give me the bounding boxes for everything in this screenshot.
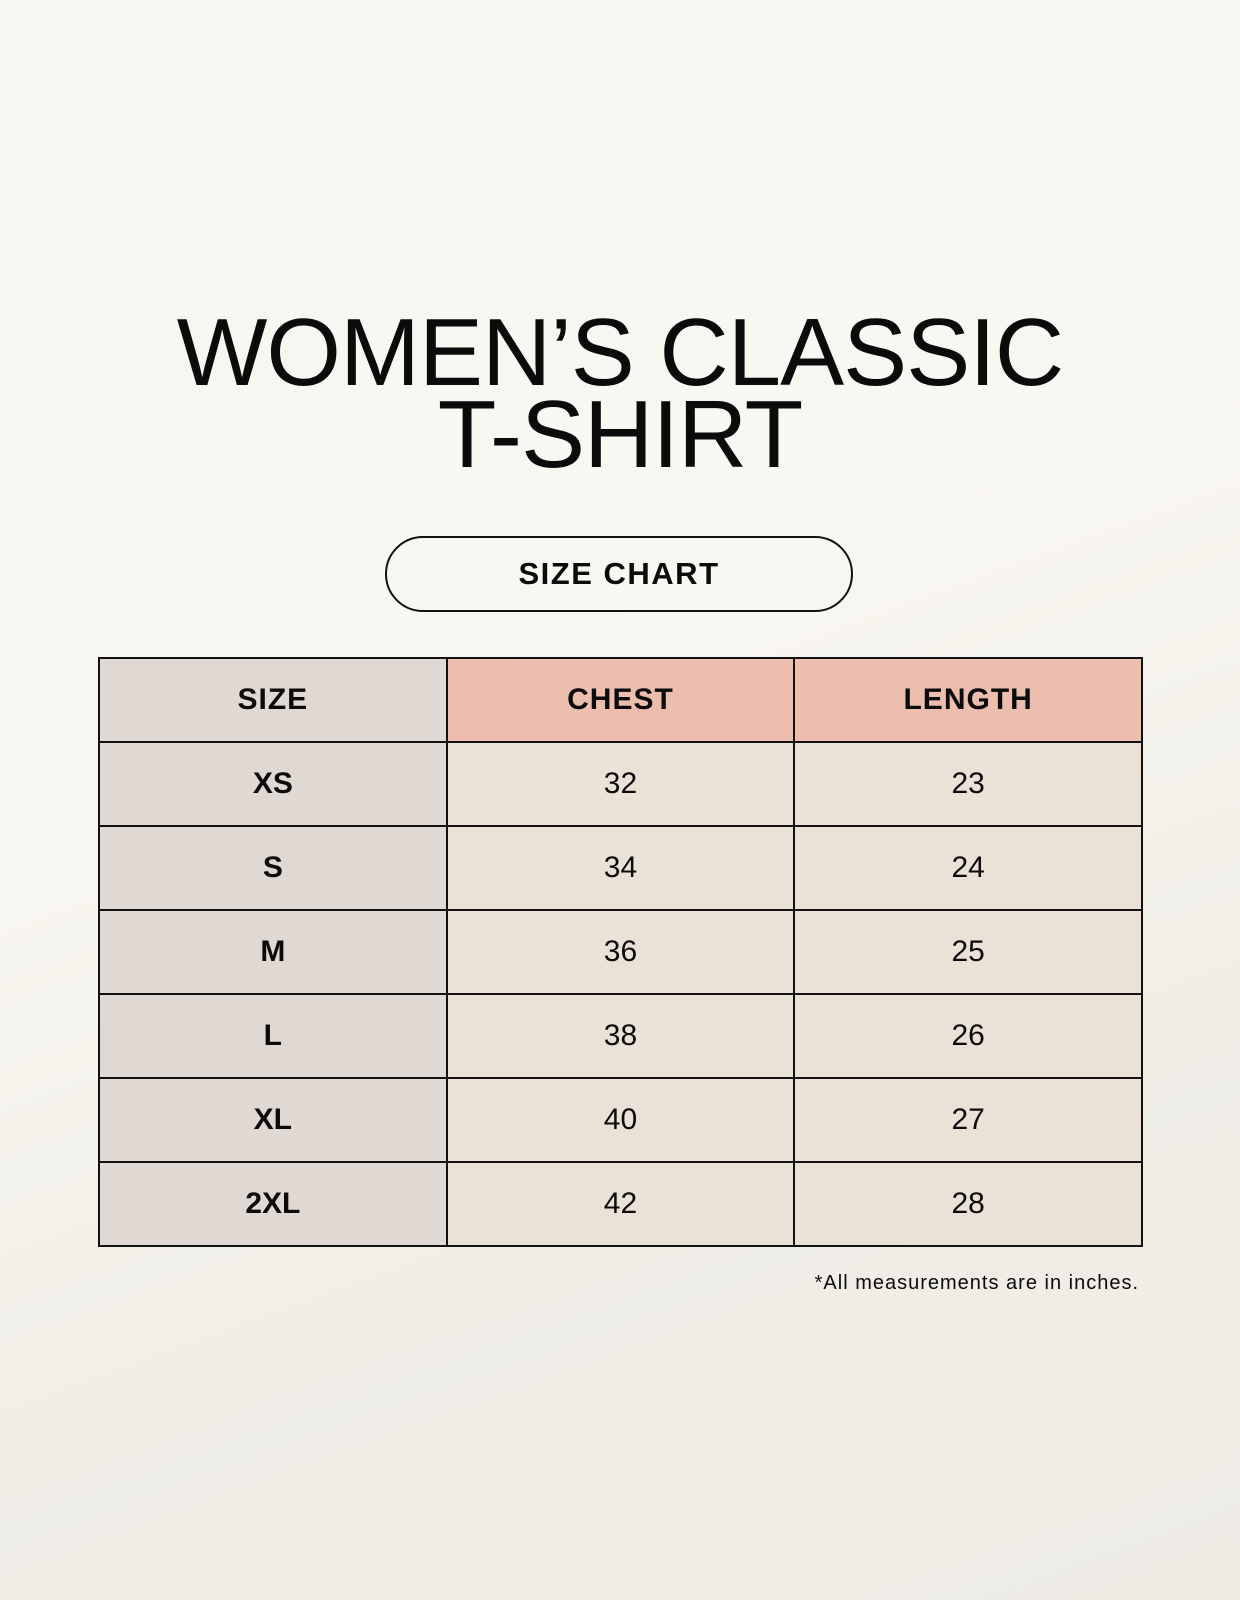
chest-cell: 40 — [445, 1077, 796, 1163]
length-cell: 25 — [793, 909, 1143, 995]
chest-cell: 32 — [445, 741, 796, 827]
size-cell: XS — [98, 741, 448, 827]
length-cell: 26 — [793, 993, 1143, 1079]
title-line-1: WOMEN’S CLASSIC — [176, 299, 1064, 406]
size-cell: S — [98, 825, 448, 911]
size-table: SIZE CHEST LENGTH XS 32 23 S 34 24 M 36 25 L 38 26 X… — [98, 657, 1143, 1247]
table-row: XS 32 23 — [98, 741, 1143, 827]
header-chest: CHEST — [445, 657, 796, 743]
size-chart-badge: SIZE CHART — [385, 536, 853, 612]
length-cell: 23 — [793, 741, 1143, 827]
table-row: S 34 24 — [98, 825, 1143, 911]
footnote: *All measurements are in inches. — [814, 1272, 1139, 1294]
size-cell: L — [98, 993, 448, 1079]
table-row: 2XL 42 28 — [98, 1161, 1143, 1247]
table-row: M 36 25 — [98, 909, 1143, 995]
chest-cell: 34 — [445, 825, 796, 911]
size-cell: 2XL — [98, 1161, 448, 1247]
header-length: LENGTH — [793, 657, 1143, 743]
length-cell: 28 — [793, 1161, 1143, 1247]
table-row: XL 40 27 — [98, 1077, 1143, 1163]
length-cell: 27 — [793, 1077, 1143, 1163]
title-line-2: T-SHIRT — [437, 381, 804, 488]
chest-cell: 38 — [445, 993, 796, 1079]
chest-cell: 42 — [445, 1161, 796, 1247]
page-title: WOMEN’S CLASSIC T-SHIRT — [0, 299, 1240, 488]
size-cell: M — [98, 909, 448, 995]
header-size: SIZE — [98, 657, 448, 743]
chest-cell: 36 — [445, 909, 796, 995]
table-row: L 38 26 — [98, 993, 1143, 1079]
size-cell: XL — [98, 1077, 448, 1163]
table-header-row: SIZE CHEST LENGTH — [98, 657, 1143, 743]
length-cell: 24 — [793, 825, 1143, 911]
